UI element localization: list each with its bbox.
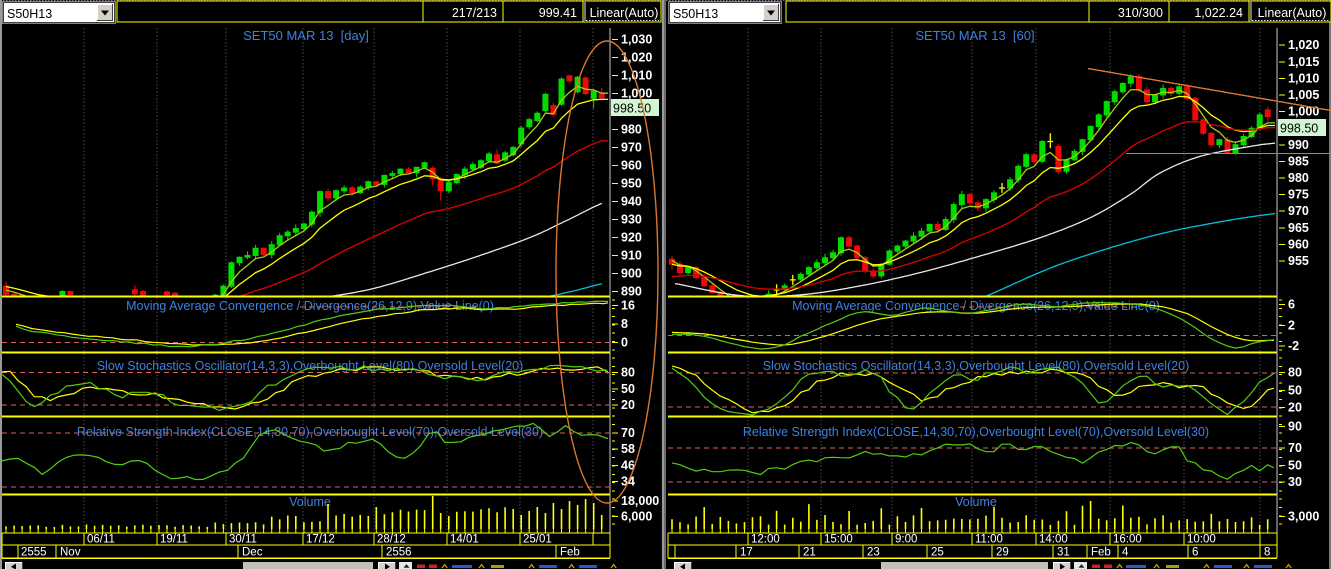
svg-text:1,030: 1,030 [621, 33, 652, 47]
svg-text:998.50: 998.50 [613, 102, 651, 116]
svg-text:1,000: 1,000 [621, 87, 652, 101]
svg-text:1,020: 1,020 [1288, 38, 1319, 52]
svg-text:Linear(Auto): Linear(Auto) [1258, 6, 1327, 20]
svg-text:3,000: 3,000 [1288, 510, 1319, 524]
svg-text:SET50 MAR 13 [day]: SET50 MAR 13 [day] [243, 28, 369, 43]
svg-text:960: 960 [621, 159, 642, 173]
svg-text:16:00: 16:00 [1113, 534, 1142, 546]
svg-text:980: 980 [621, 123, 642, 137]
svg-text:23: 23 [867, 547, 880, 559]
svg-text:70: 70 [1288, 441, 1302, 455]
svg-text:50: 50 [621, 382, 635, 396]
svg-text:930: 930 [621, 213, 642, 227]
svg-text:11:00: 11:00 [975, 534, 1003, 546]
svg-text:30/11: 30/11 [229, 534, 257, 546]
svg-text:910: 910 [621, 249, 642, 263]
svg-text:6: 6 [1192, 547, 1198, 559]
svg-text:990: 990 [1288, 138, 1309, 152]
svg-text:19/11: 19/11 [160, 534, 188, 546]
svg-text:Volume: Volume [955, 495, 997, 509]
svg-text:310/300: 310/300 [1118, 6, 1163, 20]
svg-text:20: 20 [621, 398, 635, 412]
svg-text:90: 90 [1288, 419, 1302, 433]
svg-text:950: 950 [621, 177, 642, 191]
svg-text:16: 16 [621, 298, 635, 312]
svg-text:1,005: 1,005 [1288, 88, 1319, 102]
svg-text:6,000: 6,000 [621, 509, 652, 523]
svg-text:10:00: 10:00 [1187, 534, 1216, 546]
svg-text:17/12: 17/12 [306, 534, 335, 546]
svg-text:890: 890 [621, 285, 642, 299]
svg-text:980: 980 [1288, 171, 1309, 185]
svg-text:50: 50 [1288, 459, 1302, 473]
svg-text:S50H13: S50H13 [7, 7, 52, 21]
svg-text:217/213: 217/213 [452, 6, 497, 20]
svg-text:28/12: 28/12 [377, 534, 406, 546]
svg-text:1,020: 1,020 [621, 51, 652, 65]
svg-text:21: 21 [803, 547, 816, 559]
svg-text:Nov: Nov [60, 547, 81, 559]
svg-text:1,000: 1,000 [1288, 105, 1319, 119]
svg-text:970: 970 [621, 141, 642, 155]
svg-text:80: 80 [1288, 365, 1302, 379]
svg-text:Volume: Volume [289, 495, 331, 509]
svg-text:8: 8 [621, 317, 628, 331]
svg-text:975: 975 [1288, 188, 1309, 202]
svg-text:Dec: Dec [242, 547, 263, 559]
svg-text:29: 29 [996, 547, 1009, 559]
svg-text:1,015: 1,015 [1288, 55, 1319, 69]
svg-text:920: 920 [621, 231, 642, 245]
svg-text:50: 50 [1288, 384, 1302, 398]
svg-text:Moving Average Convergence / D: Moving Average Convergence / Divergence(… [126, 299, 494, 313]
svg-text:-2: -2 [1288, 339, 1299, 353]
svg-text:12:00: 12:00 [751, 534, 780, 546]
svg-text:Feb: Feb [1091, 547, 1111, 559]
svg-text:6: 6 [1288, 298, 1295, 312]
svg-text:Relative Strength Index(CLOSE,: Relative Strength Index(CLOSE,14,30,70),… [743, 425, 1209, 439]
svg-text:8: 8 [1264, 547, 1270, 559]
svg-text:14:00: 14:00 [1039, 534, 1068, 546]
svg-text:960: 960 [1288, 237, 1309, 251]
svg-text:998.50: 998.50 [1280, 122, 1318, 136]
svg-text:25/01: 25/01 [523, 534, 552, 546]
svg-text:2: 2 [1288, 318, 1295, 332]
svg-text:Linear(Auto): Linear(Auto) [590, 6, 659, 20]
svg-text:S50H13: S50H13 [673, 7, 718, 21]
svg-text:965: 965 [1288, 221, 1309, 235]
svg-text:80: 80 [621, 366, 635, 380]
svg-text:31: 31 [1057, 547, 1070, 559]
svg-text:25: 25 [931, 547, 944, 559]
svg-text:955: 955 [1288, 254, 1309, 268]
svg-text:1,010: 1,010 [621, 69, 652, 83]
svg-text:970: 970 [1288, 204, 1309, 218]
svg-text:SET50 MAR 13 [60]: SET50 MAR 13 [60] [915, 28, 1034, 43]
svg-text:1,010: 1,010 [1288, 71, 1319, 85]
svg-text:940: 940 [621, 195, 642, 209]
svg-text:Slow Stochastics Oscillator(14: Slow Stochastics Oscillator(14,3,3),Over… [763, 359, 1190, 373]
svg-text:15:00: 15:00 [824, 534, 853, 546]
svg-text:0: 0 [621, 335, 628, 349]
svg-text:58: 58 [621, 442, 635, 456]
svg-text:Relative Strength Index(CLOSE,: Relative Strength Index(CLOSE,14,30,70),… [77, 425, 543, 439]
svg-text:1,022.24: 1,022.24 [1194, 6, 1243, 20]
svg-text:Feb: Feb [560, 547, 580, 559]
svg-text:06/11: 06/11 [87, 534, 115, 546]
svg-text:900: 900 [621, 267, 642, 281]
svg-text:2555: 2555 [21, 547, 47, 559]
svg-text:18,000: 18,000 [621, 494, 659, 508]
svg-text:4: 4 [1122, 547, 1129, 559]
svg-text:70: 70 [621, 426, 635, 440]
svg-text:999.41: 999.41 [539, 6, 577, 20]
svg-text:14/01: 14/01 [450, 534, 479, 546]
svg-text:20: 20 [1288, 401, 1302, 415]
svg-text:17: 17 [740, 547, 753, 559]
svg-text:46: 46 [621, 458, 635, 472]
svg-text:Moving Average Convergence / D: Moving Average Convergence / Divergence(… [792, 299, 1160, 313]
svg-text:2556: 2556 [386, 547, 412, 559]
svg-text:9:00: 9:00 [895, 534, 917, 546]
svg-text:Slow Stochastics Oscillator(14: Slow Stochastics Oscillator(14,3,3),Over… [97, 359, 524, 373]
svg-text:30: 30 [1288, 475, 1302, 489]
svg-text:985: 985 [1288, 154, 1309, 168]
